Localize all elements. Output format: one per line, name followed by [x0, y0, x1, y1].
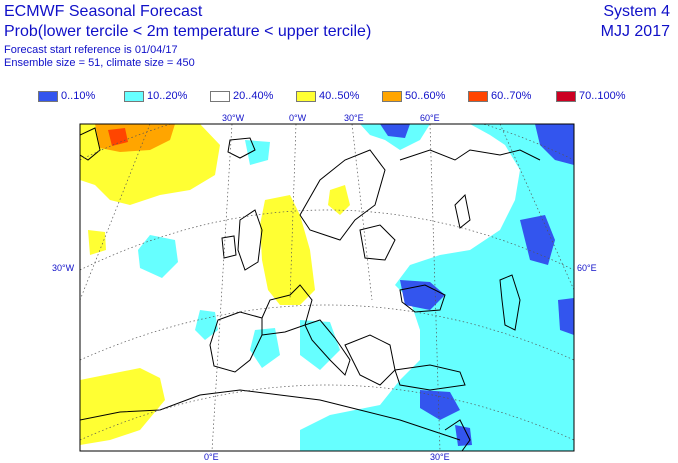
legend-swatch — [210, 90, 230, 102]
coastline-balkans — [344, 334, 396, 386]
coastline-greenland — [80, 127, 101, 161]
coastline-novaya-zemlya — [454, 193, 471, 229]
forecast-period: MJJ 2017 — [600, 23, 670, 40]
meridian-line — [351, 124, 373, 301]
graticule-label-top-30w: 30°W — [222, 113, 245, 123]
field-10-20-west-blob — [138, 235, 178, 278]
legend-label: 70..100% — [579, 90, 626, 102]
graticule-label-top-60e: 60°E — [420, 113, 440, 123]
field-0-10-med — [420, 390, 460, 420]
field-40-50-southwest — [80, 368, 165, 445]
meridian-line — [289, 124, 297, 301]
legend-label: 20..40% — [233, 90, 274, 102]
parallel-line — [80, 384, 574, 441]
legend-swatch — [296, 90, 316, 102]
graticule-label-top-0w: 0°W — [289, 113, 307, 123]
map-frame — [79, 123, 575, 452]
legend-item: 40..50% — [296, 88, 359, 104]
coastline-france — [261, 284, 313, 336]
field-0-10-ne — [535, 124, 574, 165]
system-label: System 4 — [603, 3, 670, 20]
field-10-20-mid — [250, 328, 280, 368]
legend-swatch — [468, 90, 488, 102]
graticule — [80, 124, 574, 451]
legend-label: 10..20% — [147, 90, 188, 102]
legend-label: 0..10% — [61, 90, 96, 102]
coastline-italy — [304, 319, 351, 376]
ensemble-size: Ensemble size = 51, climate size = 450 — [4, 57, 195, 69]
coastline-scandinavia — [299, 149, 386, 241]
coastline-redsea — [444, 419, 471, 451]
map-fields — [80, 124, 574, 451]
map-title: ECMWF Seasonal Forecast — [4, 3, 203, 20]
legend-swatch — [556, 90, 576, 102]
coastline-blacksea — [399, 284, 446, 313]
field-10-20-atlantic — [195, 310, 218, 340]
legend-item: 70..100% — [556, 88, 625, 104]
forecast-start-reference: Forecast start reference is 01/04/17 — [4, 44, 178, 56]
graticule-label-top-30e: 30°E — [344, 113, 364, 123]
field-60-70-northwest — [108, 128, 128, 146]
coastline-baltic-east — [359, 224, 396, 261]
meridian-line — [429, 124, 441, 451]
coastline-north-africa — [80, 389, 461, 441]
meridian-line — [211, 124, 233, 451]
field-40-50-scandinavia — [328, 185, 350, 215]
field-40-50-central — [260, 195, 315, 305]
parallel-line — [80, 304, 574, 361]
legend-swatch — [38, 90, 58, 102]
field-10-20-east — [300, 124, 574, 451]
field-40-50-west-small — [88, 230, 106, 255]
probability-legend: 0..10% 10..20% 20..40% 40..50% 50..60% 6… — [38, 88, 638, 104]
legend-item: 20..40% — [210, 88, 273, 104]
legend-label: 60..70% — [491, 90, 532, 102]
legend-item: 50..60% — [382, 88, 445, 104]
field-10-20-northeast — [360, 124, 430, 150]
coastlines — [80, 127, 541, 451]
legend-item: 10..20% — [124, 88, 187, 104]
graticule-label-right-60e: 60°E — [577, 263, 597, 273]
legend-label: 40..50% — [319, 90, 360, 102]
legend-swatch — [124, 90, 144, 102]
coastline-turkey — [394, 364, 466, 391]
legend-item: 60..70% — [468, 88, 531, 104]
coastline-caspian — [499, 274, 521, 331]
legend-label: 50..60% — [405, 90, 446, 102]
field-10-20-northsea — [245, 140, 270, 165]
graticule-label-left-30w: 30°W — [52, 263, 75, 273]
legend-swatch — [382, 90, 402, 102]
parallel-line — [80, 209, 574, 271]
graticule-label-bottom-30e: 30°E — [430, 452, 450, 462]
field-0-10-baltic-n — [380, 124, 410, 138]
coastline-iberia — [209, 311, 263, 373]
field-0-10-se — [455, 425, 472, 446]
coastline-uk — [237, 209, 263, 271]
coastline-iceland — [227, 137, 256, 159]
legend-item: 0..10% — [38, 88, 95, 104]
coastline-ireland — [221, 235, 237, 259]
map-subtitle: Prob(lower tercile < 2m temperature < up… — [4, 23, 372, 40]
field-0-10-far-east — [558, 298, 574, 335]
coastline-northeast — [399, 149, 541, 161]
graticule-label-bottom-0e: 0°E — [204, 452, 219, 462]
